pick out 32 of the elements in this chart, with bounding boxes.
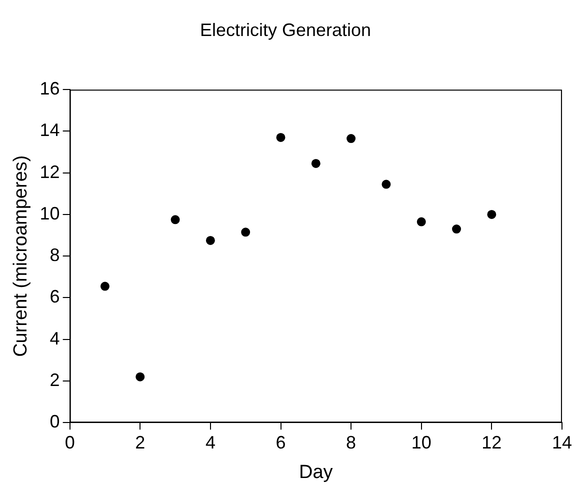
chart-title: Electricity Generation <box>200 20 372 40</box>
x-axis-title: Day <box>299 462 334 483</box>
point <box>276 132 286 142</box>
x-tick-label: 8 <box>346 432 356 452</box>
point <box>311 158 320 168</box>
point <box>487 210 496 219</box>
y-tick-label: 6 <box>50 286 60 307</box>
y-tick-label: 10 <box>40 203 60 224</box>
point <box>206 236 215 245</box>
x-tick-label: 0 <box>64 432 75 452</box>
point <box>241 228 250 237</box>
point <box>416 217 426 226</box>
y-tick-label: 8 <box>50 245 60 266</box>
point <box>382 180 391 189</box>
x-tick-label: 12 <box>482 432 502 452</box>
x-tick-label: 4 <box>205 432 216 452</box>
point <box>452 224 462 234</box>
y-tick-label: 14 <box>40 120 60 140</box>
y-axis-title: Current (microamperes) <box>10 155 32 357</box>
point <box>346 134 356 144</box>
y-tick-label: 16 <box>40 78 60 99</box>
point <box>170 215 180 224</box>
point <box>100 282 110 291</box>
y-tick-label: 2 <box>50 370 60 390</box>
x-tick-label: 10 <box>411 432 432 452</box>
x-tick-label: 6 <box>276 432 286 452</box>
x-tick-label: 2 <box>135 432 146 452</box>
y-tick-label: 4 <box>50 328 60 348</box>
y-tick-label: 0 <box>50 412 60 432</box>
point <box>136 372 145 382</box>
y-tick-label: 12 <box>40 162 60 182</box>
x-tick-label: 14 <box>552 432 572 452</box>
